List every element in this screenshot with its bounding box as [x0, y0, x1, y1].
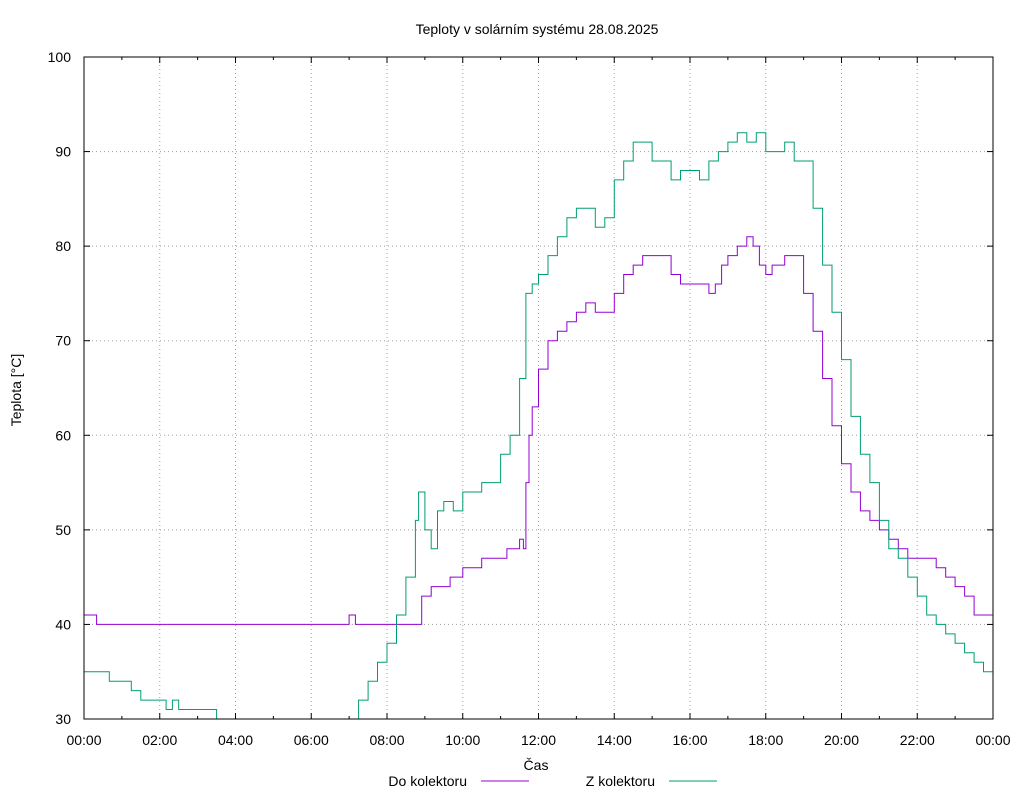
x-tick-label: 04:00	[218, 732, 253, 748]
x-tick-label: 10:00	[445, 732, 480, 748]
y-axis-label: Teplota [°C]	[8, 354, 24, 427]
x-tick-label: 22:00	[900, 732, 935, 748]
x-tick-label: 02:00	[142, 732, 177, 748]
x-tick-label: 06:00	[294, 732, 329, 748]
x-tick-label: 16:00	[672, 732, 707, 748]
y-tick-label: 70	[55, 333, 71, 349]
x-tick-label: 20:00	[824, 732, 859, 748]
y-tick-label: 60	[55, 427, 71, 443]
y-tick-label: 50	[55, 522, 71, 538]
x-axis-label: Čas	[524, 757, 549, 773]
x-tick-label: 00:00	[975, 732, 1010, 748]
chart-title: Teploty v solárním systému 28.08.2025	[416, 21, 659, 37]
y-tick-label: 30	[55, 711, 71, 727]
y-tick-label: 90	[55, 144, 71, 160]
x-tick-label: 18:00	[748, 732, 783, 748]
y-tick-label: 100	[48, 49, 72, 65]
legend: Do kolektoru Z kolektoru	[388, 773, 717, 789]
y-tick-label: 80	[55, 238, 71, 254]
series-line-do-kolektoru	[84, 236, 993, 625]
legend-label-do-kolektoru: Do kolektoru	[388, 773, 467, 789]
ticks	[83, 56, 994, 720]
series-line-z-kolektoru	[84, 132, 993, 720]
x-tick-label: 00:00	[66, 732, 101, 748]
x-tick-label: 12:00	[521, 732, 556, 748]
legend-label-z-kolektoru: Z kolektoru	[586, 773, 655, 789]
x-tick-label: 08:00	[369, 732, 404, 748]
y-tick-label: 40	[55, 616, 71, 632]
x-tick-label: 14:00	[597, 732, 632, 748]
series-layer	[84, 132, 993, 720]
tick-labels: 00:00 02:00 04:00 06:00 08:00 10:00 12:00 14:00…	[48, 49, 1011, 748]
